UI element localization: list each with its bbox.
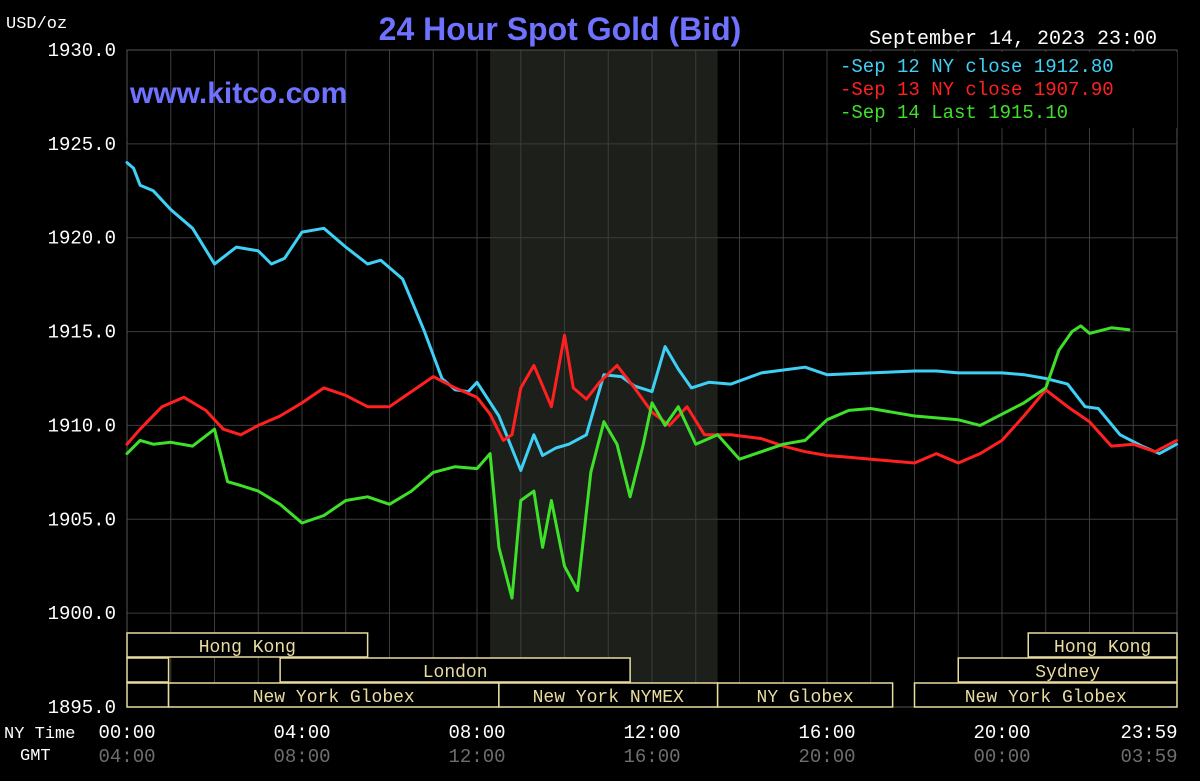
- session-box: [279, 657, 631, 683]
- legend-entry: -Sep 12 NY close 1912.80: [840, 56, 1114, 78]
- x-tick-label-ny: 08:00: [448, 722, 505, 744]
- x-tick-label-ny: 20:00: [973, 722, 1030, 744]
- session-label: London: [423, 663, 488, 683]
- x-tick-label-gmt: 08:00: [273, 746, 330, 768]
- x-axis-ticks: 00:00 04:00 08:00 12:00 16:00 20:00 23:5904:00…: [98, 722, 1177, 768]
- series-line: [125, 324, 1131, 600]
- session-box: [167, 682, 500, 708]
- chart-title: 24 Hour Spot Gold (Bid): [379, 11, 742, 47]
- x-tick-label-gmt: 04:00: [98, 746, 155, 768]
- y-tick-label: 1915.0: [48, 322, 116, 344]
- session-box: [1027, 632, 1178, 658]
- x-tick-label-gmt: 16:00: [623, 746, 680, 768]
- session-box: [126, 657, 170, 683]
- x-tick-label-ny: 12:00: [623, 722, 680, 744]
- chart-grid: [126, 49, 1178, 708]
- series-line: [125, 333, 1179, 465]
- x-tick-label-ny: 16:00: [798, 722, 855, 744]
- y-tick-label: 1905.0: [48, 509, 116, 531]
- y-tick-label: 1930.0: [48, 40, 116, 62]
- legend-entry: -Sep 14 Last 1915.10: [840, 102, 1068, 124]
- x-tick-label-gmt: 00:00: [973, 746, 1030, 768]
- x-tick-label-gmt: 03:59: [1120, 746, 1177, 768]
- y-tick-label: 1895.0: [48, 697, 116, 719]
- y-axis-ticks: 1930.0 1925.0 1920.0 1915.0 1910.0 1905.0 1900…: [48, 40, 116, 719]
- x-tick-label-ny: 00:00: [98, 722, 155, 744]
- session-label: New York Globex: [253, 688, 415, 708]
- session-label: New York NYMEX: [533, 688, 684, 708]
- legend-box: [833, 52, 1177, 128]
- y-axis-unit-label: USD/oz: [6, 15, 67, 34]
- session-box: [498, 682, 719, 708]
- series-line: [125, 161, 1179, 472]
- session-box: [126, 632, 369, 658]
- chart-date-label: September 14, 2023 23:00: [869, 28, 1157, 51]
- y-tick-label: 1900.0: [48, 603, 116, 625]
- x-tick-label-ny: 04:00: [273, 722, 330, 744]
- session-box: [126, 682, 170, 708]
- session-box: [913, 682, 1178, 708]
- session-label: Hong Kong: [1054, 638, 1151, 658]
- x-tick-label-gmt: 20:00: [798, 746, 855, 768]
- series-lines: [125, 161, 1179, 600]
- ny-time-row-label: NY Time: [4, 725, 75, 744]
- session-box: [716, 682, 894, 708]
- y-tick-label: 1910.0: [48, 415, 116, 437]
- session-label: NY Globex: [757, 688, 854, 708]
- gmt-row-label: GMT: [20, 747, 51, 766]
- session-label: New York Globex: [965, 688, 1127, 708]
- legend-entry: -Sep 13 NY close 1907.90: [840, 79, 1114, 101]
- session-label: Sydney: [1035, 663, 1100, 683]
- y-tick-label: 1920.0: [48, 228, 116, 250]
- chart-legend: -Sep 12 NY close 1912.80-Sep 13 NY close…: [833, 52, 1177, 128]
- x-tick-label-ny: 23:59: [1120, 722, 1177, 744]
- session-box: [957, 657, 1178, 683]
- x-tick-label-gmt: 12:00: [448, 746, 505, 768]
- watermark-link[interactable]: www.kitco.com: [129, 77, 347, 110]
- session-label: Hong Kong: [199, 638, 296, 658]
- market-sessions: Hong Kong Hong Kong London Sydney New York G…: [126, 632, 1178, 708]
- y-tick-label: 1925.0: [48, 134, 116, 156]
